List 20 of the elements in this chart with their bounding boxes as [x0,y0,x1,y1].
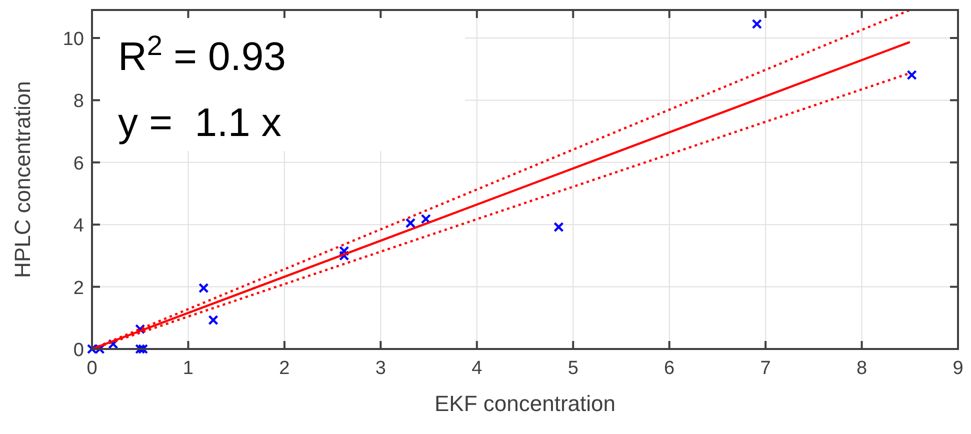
x-tick-label: 4 [472,358,483,379]
y-axis-title: HPLC concentration [10,81,35,278]
x-tick-label: 2 [279,358,290,379]
x-tick-label: 3 [375,358,386,379]
x-tick-label: 9 [952,358,964,379]
y-tick-label: 6 [73,153,84,174]
x-tick-label: 0 [86,358,98,379]
annotation: R$^{2}$ = 0.93 [118,30,286,79]
x-axis-title: EKF concentration [434,391,616,416]
x-tick-label: 1 [182,358,194,379]
y-tick-label: 4 [73,216,84,237]
x-tick-label: 6 [664,358,675,379]
x-tick-label: 5 [568,358,578,379]
annotation: y = 1.1 x [118,101,282,145]
x-tick-label: 8 [856,358,868,379]
y-tick-label: 2 [73,278,84,299]
x-tick-label: 7 [760,358,771,379]
y-tick-label: 10 [62,28,84,50]
y-tick-label: 8 [73,91,84,112]
y-tick-label: 0 [73,340,84,361]
